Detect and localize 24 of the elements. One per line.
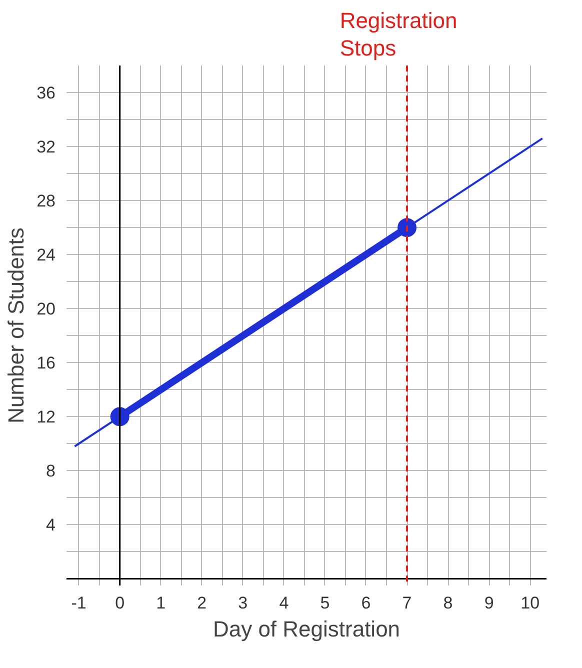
y-tick-label: 36 (36, 84, 56, 103)
x-tick-label: 6 (361, 594, 371, 612)
x-tick-label: 2 (197, 594, 207, 612)
y-tick-label: 28 (36, 192, 56, 211)
x-tick-label: 0 (115, 594, 125, 612)
y-tick-label: 12 (36, 408, 56, 427)
y-tick-label: 4 (46, 516, 56, 535)
y-tick-label: 32 (36, 138, 56, 157)
x-tick-label: 5 (320, 594, 330, 612)
x-tick-label: 9 (484, 594, 494, 612)
ref-line-label: Registration Stops (340, 8, 458, 60)
x-tick-label: 4 (279, 594, 289, 612)
y-axis-title: Number of Students (4, 228, 29, 424)
y-tick-label: 24 (36, 246, 56, 265)
x-tick-label: 1 (156, 594, 166, 612)
x-tick-label: 10 (520, 594, 540, 612)
y-tick-label: 8 (46, 462, 56, 481)
x-tick-label: 7 (402, 594, 412, 612)
x-axis-title: Day of Registration (212, 616, 400, 642)
y-tick-label: 16 (36, 354, 56, 373)
y-tick-label: 20 (36, 300, 56, 319)
x-tick-label: 8 (443, 594, 453, 612)
x-tick-label: 3 (238, 594, 248, 612)
x-tick-label: -1 (71, 594, 86, 612)
